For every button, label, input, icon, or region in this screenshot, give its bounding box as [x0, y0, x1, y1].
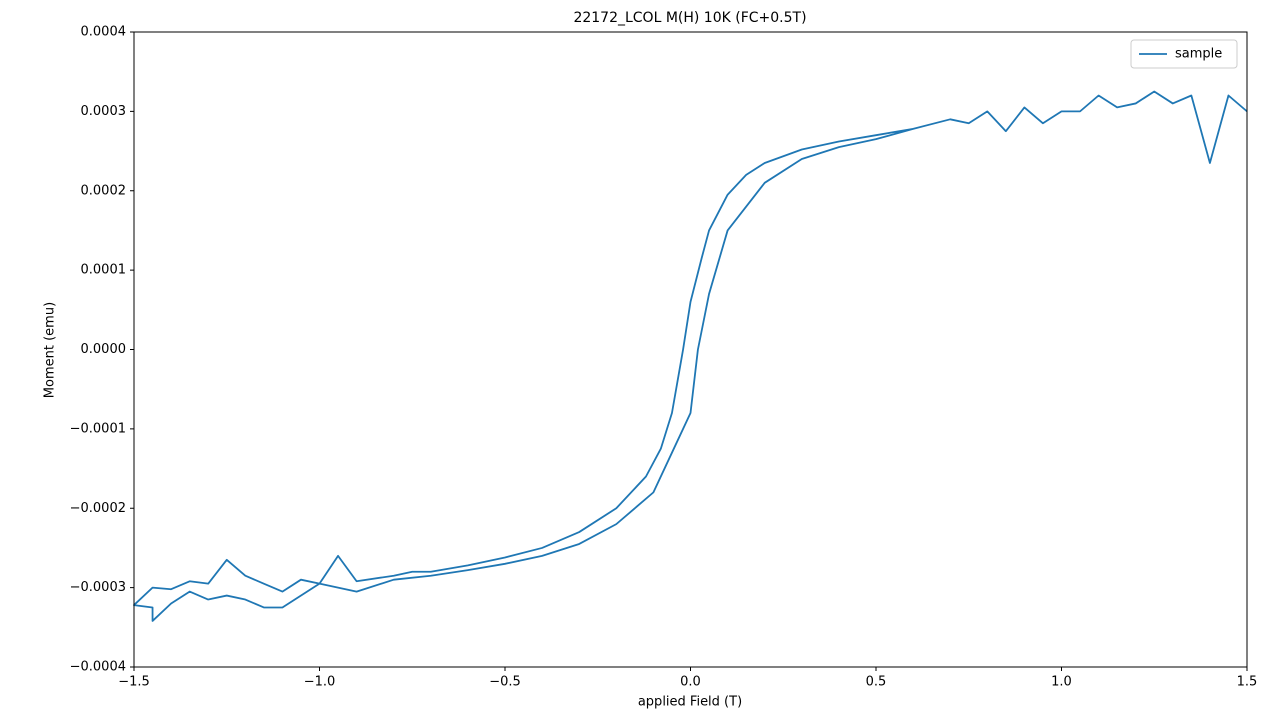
x-axis-label: applied Field (T) — [638, 695, 742, 710]
data-line — [133, 90, 1248, 622]
y-axis-label: Moment (emu) — [43, 302, 58, 398]
y-tick-label: 0.0003 — [81, 104, 127, 119]
y-tick-label: −0.0003 — [70, 580, 126, 595]
y-tick-label: 0.0001 — [81, 263, 127, 278]
y-tick-label: 0.0004 — [81, 25, 127, 40]
x-tick-label: −1.5 — [118, 675, 150, 690]
x-tick-label: 1.5 — [1237, 675, 1258, 690]
chart-title: 22172_LCOL M(H) 10K (FC+0.5T) — [573, 10, 806, 26]
x-tick-label: −0.5 — [489, 675, 521, 690]
legend-box — [1130, 39, 1238, 69]
legend-label: sample — [1175, 47, 1222, 62]
plot-frame — [133, 31, 1248, 668]
x-tick-label: −1.0 — [304, 675, 336, 690]
x-tick-label: 0.5 — [866, 675, 887, 690]
x-tick-label: 1.0 — [1051, 675, 1072, 690]
y-tick-label: 0.0000 — [81, 342, 127, 357]
y-tick-label: −0.0002 — [70, 501, 126, 516]
x-tick-label: 0.0 — [680, 675, 701, 690]
y-tick-label: −0.0004 — [70, 660, 126, 675]
y-tick-label: −0.0001 — [70, 421, 126, 436]
y-tick-label: 0.0002 — [81, 183, 127, 198]
